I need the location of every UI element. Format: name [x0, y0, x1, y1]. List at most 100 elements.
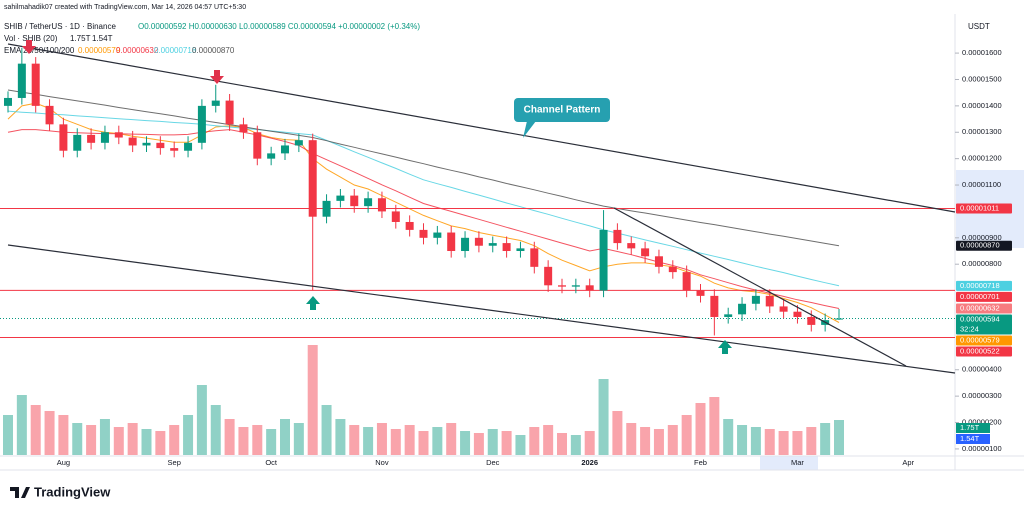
symbol: SHIB / TetherUS · 1D · Binance [4, 22, 116, 31]
volume-legend: Vol · SHIB (20) [4, 34, 58, 43]
x-tick-label: Sep [168, 458, 181, 467]
candle-body [142, 142, 151, 146]
volume-bar [363, 427, 374, 455]
arrow-down [210, 70, 224, 84]
price-label: 0.00001011 [960, 204, 999, 213]
arrow-up [306, 296, 320, 310]
candle-body [267, 153, 276, 159]
price-label-box [956, 346, 1012, 357]
candle-body [530, 248, 539, 267]
y-tick-label: 0.00001500 [962, 74, 1002, 83]
volume-bar [224, 419, 235, 455]
price-label: 0.00000579 [960, 336, 1000, 345]
candle-body [239, 124, 248, 133]
x-tick-label: 2026 [581, 458, 598, 467]
volume-bar [667, 425, 678, 455]
candle-body [516, 248, 525, 252]
ema-line [7, 129, 840, 309]
candle-body [100, 132, 109, 143]
date-highlight [760, 456, 818, 470]
volume-legend-ma: 1.54T [92, 34, 113, 43]
volume-bar [723, 419, 734, 455]
volume-bar [252, 425, 263, 455]
volume-bar [335, 419, 346, 455]
y-tick-label: 0.00001600 [962, 48, 1002, 57]
price-label-box [956, 291, 1012, 302]
candle-body [835, 318, 843, 320]
volume-bar [72, 423, 83, 455]
volume-ma-label: 1.54T [960, 434, 980, 443]
candle-body [433, 232, 442, 238]
x-tick-label: Dec [486, 458, 500, 467]
candle-body [668, 266, 677, 273]
volume-bar [169, 425, 180, 455]
volume-bar [640, 427, 651, 455]
volume-bar [709, 397, 720, 455]
candle-body [585, 285, 594, 291]
ema-legend-value: 0.00000718 [154, 46, 197, 55]
volume-bar [557, 433, 567, 455]
volume-ma-box [956, 434, 990, 444]
volume-bar [30, 405, 41, 455]
candle-body [447, 232, 456, 252]
ema-legend-value: 0.00000632 [116, 46, 159, 55]
candle-body [31, 63, 40, 106]
candle-body [474, 237, 483, 246]
callout [514, 98, 610, 122]
volume-bar [16, 395, 27, 455]
candle-body [73, 134, 82, 151]
y-tick-label: 0.00001300 [962, 127, 1002, 136]
candle-body [225, 100, 234, 125]
x-tick-label: Oct [265, 458, 278, 467]
candle-body [59, 124, 68, 151]
volume-bar [487, 429, 498, 455]
candle-body [281, 145, 289, 154]
candle-body [544, 266, 553, 286]
candle-body [558, 285, 566, 287]
price-label: 0.00000718 [960, 281, 1000, 290]
price-label: 0.00000870 [960, 241, 1000, 250]
volume-bar [86, 425, 97, 455]
volume-bar [460, 431, 471, 455]
candle-body [724, 314, 733, 317]
candle-body [308, 140, 317, 217]
candle-body [807, 316, 816, 325]
volume-bar [515, 435, 526, 455]
candle-body [502, 243, 511, 252]
volume-bar [280, 419, 290, 455]
x-tick-label: Aug [57, 458, 70, 467]
price-label: 0.00000701 [960, 292, 1000, 301]
volume-bar [376, 423, 387, 455]
callout-text: Channel Pattern [524, 105, 601, 116]
price-label-box [956, 240, 1012, 251]
candle-body [571, 285, 580, 287]
volume-bar [750, 427, 761, 455]
volume-bar [446, 423, 457, 455]
volume-bar [113, 427, 124, 455]
price-label-box [956, 335, 1012, 346]
candle-body [461, 237, 470, 252]
candle-body [253, 132, 262, 159]
volume-bar [99, 419, 110, 455]
candle-body [682, 272, 691, 291]
credit: sahilmahadik07 created with TradingView.… [4, 4, 246, 11]
candle-body [765, 295, 774, 307]
candle-body [322, 200, 331, 217]
volume-bar [418, 431, 429, 455]
volume-bar [3, 415, 13, 455]
annotations: Channel Pattern TradingView [7, 40, 956, 499]
candle-body [45, 105, 54, 125]
price-label-box [956, 280, 1012, 291]
ema-legend: EMA 20/50/100/200 [4, 46, 75, 55]
volume-bar [695, 403, 706, 455]
volume-label: 1.75T [960, 423, 980, 432]
candle-body [350, 195, 359, 207]
candle-body [641, 248, 650, 257]
y-tick-label: 0.00000900 [962, 233, 1002, 242]
candle-body [128, 137, 137, 146]
y-tick-label: 0.00001200 [962, 154, 1002, 163]
candle-body [696, 290, 705, 296]
candle-body [364, 198, 373, 207]
